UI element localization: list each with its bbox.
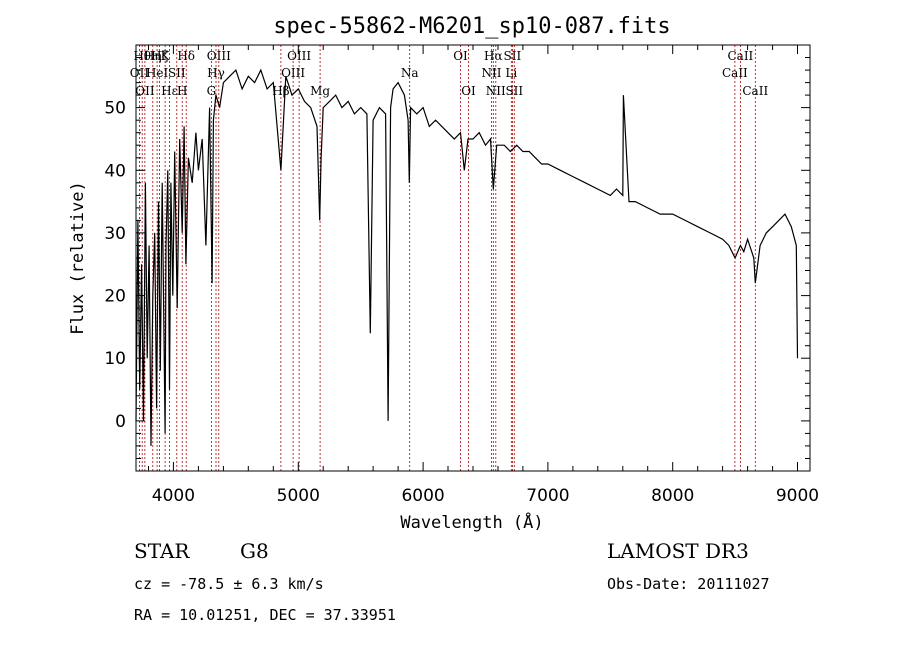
spectral-line-labels: OIIHθOIIHηHeIHζKHεSIIHHδGHγOIIIHβOIIIOII… <box>130 49 769 98</box>
y-tick-label: 40 <box>104 161 126 181</box>
plot-frame <box>135 44 811 472</box>
line-label: Hη <box>144 49 162 63</box>
line-label: Hγ <box>207 66 225 80</box>
chart-title: spec-55862-M6201_sp10-087.fits <box>273 14 670 39</box>
line-label: Hθ <box>133 49 151 63</box>
y-tick-label: 50 <box>104 99 126 119</box>
line-label: Hζ <box>151 49 168 63</box>
survey-name: LAMOST DR3 <box>607 539 749 563</box>
line-label: OI <box>453 49 468 63</box>
x-axis: 4000 5000 6000 7000 8000 9000 <box>148 45 819 506</box>
redshift-text: cz = -78.5 ± 6.3 km/s <box>134 575 324 593</box>
line-label: OIII <box>207 49 231 63</box>
y-axis-title: Flux (relative) <box>68 181 88 335</box>
y-axis: 0 10 20 30 40 50 <box>104 44 810 459</box>
x-tick-label: 6000 <box>401 486 444 506</box>
line-label: OIII <box>281 66 305 80</box>
y-tick-label: 0 <box>115 412 126 432</box>
line-label: Hα <box>484 49 503 63</box>
y-tick-label: 20 <box>104 287 126 307</box>
line-label: G <box>207 84 217 98</box>
line-label: HeI <box>146 66 169 80</box>
line-label: CaII <box>727 49 753 63</box>
line-label: OII <box>135 84 155 98</box>
line-label: SII <box>168 66 186 80</box>
coordinates-text: RA = 10.01251, DEC = 37.33951 <box>134 606 396 624</box>
line-label: CaII <box>722 66 748 80</box>
line-label: Li <box>505 66 517 80</box>
x-tick-label: 9000 <box>776 486 819 506</box>
x-tick-label: 4000 <box>152 486 195 506</box>
line-label: SII <box>505 84 523 98</box>
x-tick-label: 8000 <box>651 486 694 506</box>
line-label: Hε <box>161 84 178 98</box>
line-label: OIII <box>287 49 311 63</box>
spectrum-line <box>135 68 799 446</box>
y-tick-label: 30 <box>104 224 126 244</box>
object-subclass: G8 <box>240 539 269 563</box>
line-label: OI <box>461 84 476 98</box>
x-tick-label: 5000 <box>277 486 320 506</box>
line-label: SII <box>504 49 522 63</box>
line-label: OII <box>130 66 150 80</box>
spectral-line-markers <box>138 45 756 471</box>
obs-date-text: Obs-Date: 20111027 <box>607 575 770 593</box>
line-label: H <box>177 84 187 98</box>
line-label: NII <box>486 84 506 98</box>
line-label: NII <box>482 66 502 80</box>
x-axis-title: Wavelength (Å) <box>400 511 543 533</box>
line-label: Na <box>401 66 419 80</box>
line-label: CaII <box>742 84 768 98</box>
line-label: Mg <box>310 84 330 98</box>
line-label: K <box>161 49 171 63</box>
x-tick-label: 7000 <box>526 486 569 506</box>
y-tick-label: 10 <box>104 349 126 369</box>
line-label: Hδ <box>177 49 195 63</box>
object-class: STAR <box>134 539 190 563</box>
